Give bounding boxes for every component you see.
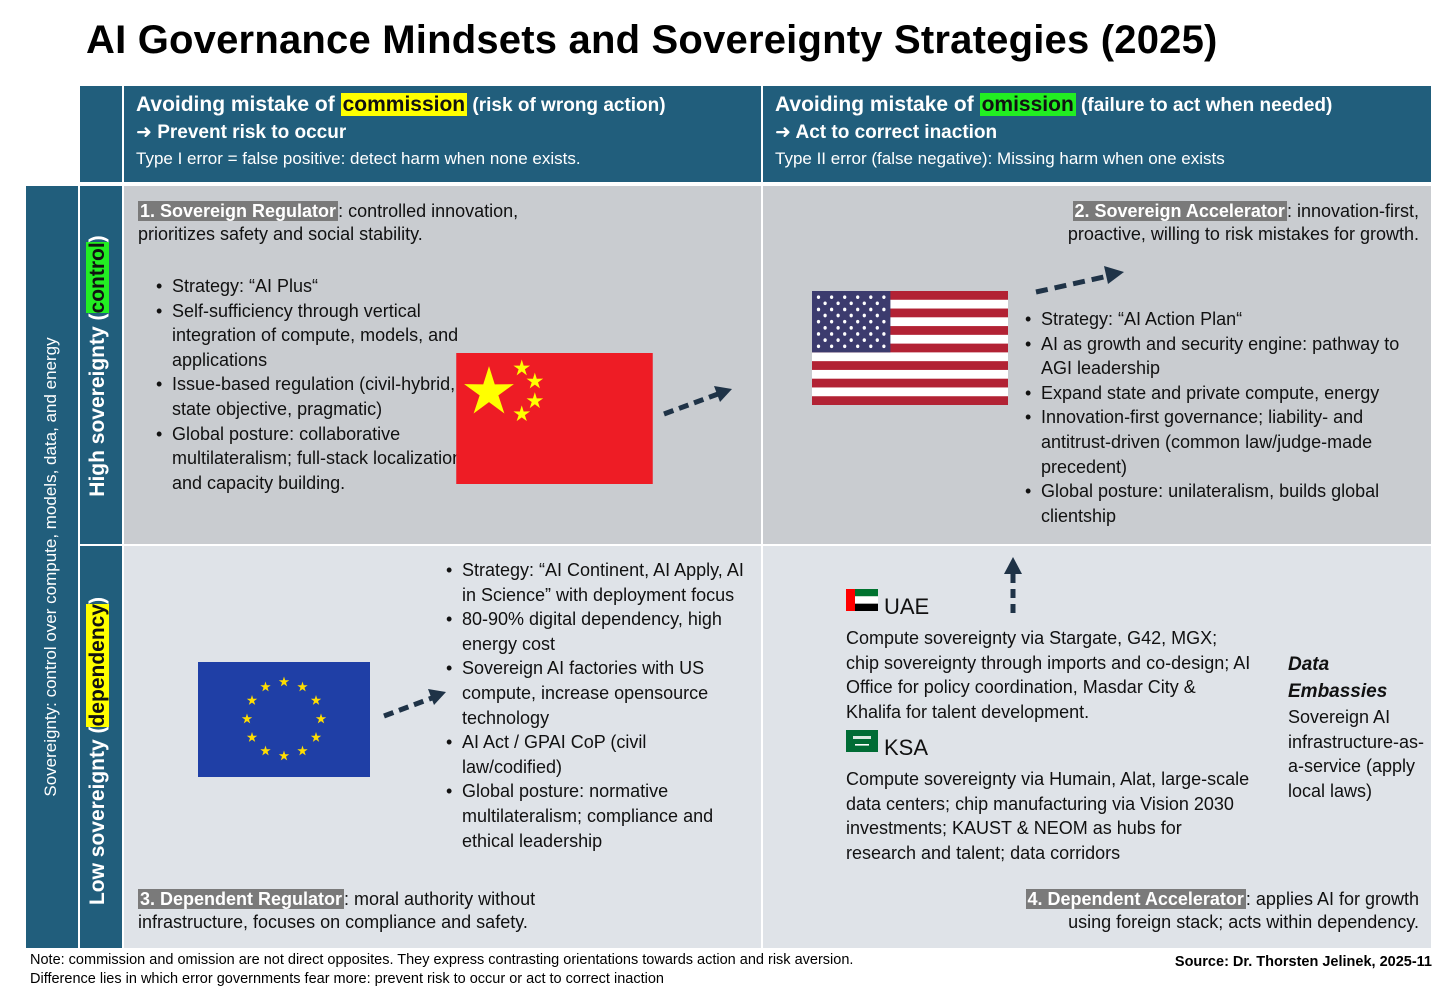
list-item: Issue-based regulation (civil-hybrid, st… (156, 372, 476, 421)
q2-bullets: Strategy: “AI Action Plan“ AI as growth … (1025, 307, 1420, 528)
uae-text: Compute sovereignty via Stargate, G42, M… (846, 628, 1251, 722)
list-item: AI Act / GPAI CoP (civil law/codified) (446, 730, 746, 779)
q3-name: 3. Dependent Regulator (138, 889, 345, 909)
list-item: Strategy: “AI Action Plan“ (1025, 307, 1420, 332)
list-item: AI as growth and security engine: pathwa… (1025, 332, 1420, 381)
source-credit: Source: Dr. Thorsten Jelinek, 2025-11 (1174, 954, 1432, 970)
china-flag (456, 353, 653, 484)
sovereignty-axis (26, 186, 78, 948)
list-item: 80-90% digital dependency, high energy c… (446, 607, 746, 656)
q1-name: 1. Sovereign Regulator (138, 201, 339, 221)
list-item: Strategy: “AI Plus“ (156, 274, 476, 299)
list-item: Expand state and private compute, energy (1025, 381, 1420, 406)
data-embassies-text: Sovereign AI infrastructure-as-a-service… (1288, 707, 1425, 801)
omission-description: Type II error (false negative): Missing … (775, 149, 1225, 168)
control-keyword: control (86, 242, 109, 314)
list-item: Innovation-first governance; liability- … (1025, 405, 1420, 479)
header-commission: Avoiding mistake of commission (risk of … (124, 86, 761, 182)
high-sovereignty-label: High sovereignty (control) (86, 235, 109, 497)
omission-heading: Avoiding mistake of omission (failure to… (775, 93, 1333, 116)
page-title: AI Governance Mindsets and Sovereignty S… (86, 18, 1218, 62)
footnote: Note: commission and omission are not di… (30, 952, 854, 987)
ksa-label: KSA (884, 735, 929, 760)
saudi-flag (846, 730, 878, 752)
q1-bullets: Strategy: “AI Plus“ Self-sufficiency thr… (156, 274, 476, 495)
list-item: Global posture: unilateralism, builds gl… (1025, 479, 1420, 528)
header-omission: Avoiding mistake of omission (failure to… (763, 86, 1431, 182)
usa-flag (812, 291, 1008, 405)
uae-flag (846, 589, 878, 611)
header-corner (80, 86, 122, 182)
list-item: Global posture: normative multilateralis… (446, 779, 746, 853)
q1-title: 1. Sovereign Regulator: controlled innov… (138, 201, 519, 244)
list-item: Self-sufficiency through vertical integr… (156, 299, 476, 373)
q2-name: 2. Sovereign Accelerator (1072, 201, 1287, 221)
q2-title: 2. Sovereign Accelerator: innovation-fir… (1067, 201, 1419, 244)
list-item: Sovereign AI factories with US compute, … (446, 656, 746, 730)
arrow-q3-growth (383, 689, 446, 719)
arrow-q1-to-q2 (663, 386, 732, 417)
q4-name: 4. Dependent Accelerator (1025, 889, 1246, 909)
q3-title: 3. Dependent Regulator: moral authority … (138, 889, 536, 932)
ksa-text: Compute sovereignty via Humain, Alat, la… (846, 769, 1250, 863)
commission-heading: Avoiding mistake of commission (risk of … (136, 93, 666, 116)
uae-label: UAE (884, 594, 930, 619)
arrow-q4-to-q2 (1004, 557, 1022, 616)
omission-subtitle: ➜ Act to correct inaction (775, 122, 998, 143)
sovereignty-axis-label: Sovereignty: control over compute, model… (41, 337, 60, 797)
low-sovereignty-label: Low sovereignty (dependency) (86, 596, 109, 906)
commission-description: Type I error = false positive: detect ha… (136, 149, 581, 168)
commission-keyword: commission (340, 93, 468, 116)
data-embassies-title: Data Embassies (1288, 654, 1388, 702)
omission-keyword: omission (979, 93, 1076, 116)
q4-title: 4. Dependent Accelerator: applies AI for… (1025, 889, 1419, 932)
q3-bullets: Strategy: “AI Continent, AI Apply, AI in… (446, 558, 746, 853)
dependency-keyword: dependency (86, 603, 109, 727)
arrow-q2-growth (1035, 266, 1124, 295)
list-item: Strategy: “AI Continent, AI Apply, AI in… (446, 558, 746, 607)
list-item: Global posture: collaborative multilater… (156, 422, 476, 496)
commission-subtitle: ➜ Prevent risk to occur (136, 122, 347, 143)
eu-flag (198, 662, 370, 777)
